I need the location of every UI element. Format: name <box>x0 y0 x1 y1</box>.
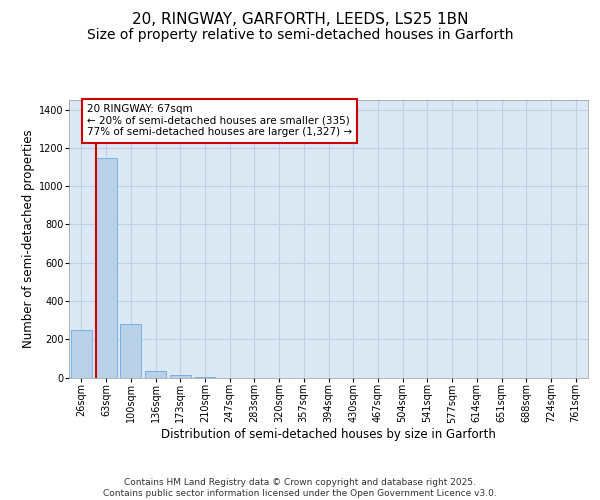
Bar <box>170 374 191 378</box>
Bar <box>145 371 166 378</box>
Bar <box>95 158 116 378</box>
Text: Size of property relative to semi-detached houses in Garforth: Size of property relative to semi-detach… <box>87 28 513 42</box>
Bar <box>71 330 92 378</box>
Bar <box>120 324 141 378</box>
Bar <box>194 376 215 378</box>
Y-axis label: Number of semi-detached properties: Number of semi-detached properties <box>22 130 35 348</box>
Text: 20 RINGWAY: 67sqm
← 20% of semi-detached houses are smaller (335)
77% of semi-de: 20 RINGWAY: 67sqm ← 20% of semi-detached… <box>87 104 352 138</box>
Text: 20, RINGWAY, GARFORTH, LEEDS, LS25 1BN: 20, RINGWAY, GARFORTH, LEEDS, LS25 1BN <box>132 12 468 28</box>
X-axis label: Distribution of semi-detached houses by size in Garforth: Distribution of semi-detached houses by … <box>161 428 496 441</box>
Text: Contains HM Land Registry data © Crown copyright and database right 2025.
Contai: Contains HM Land Registry data © Crown c… <box>103 478 497 498</box>
